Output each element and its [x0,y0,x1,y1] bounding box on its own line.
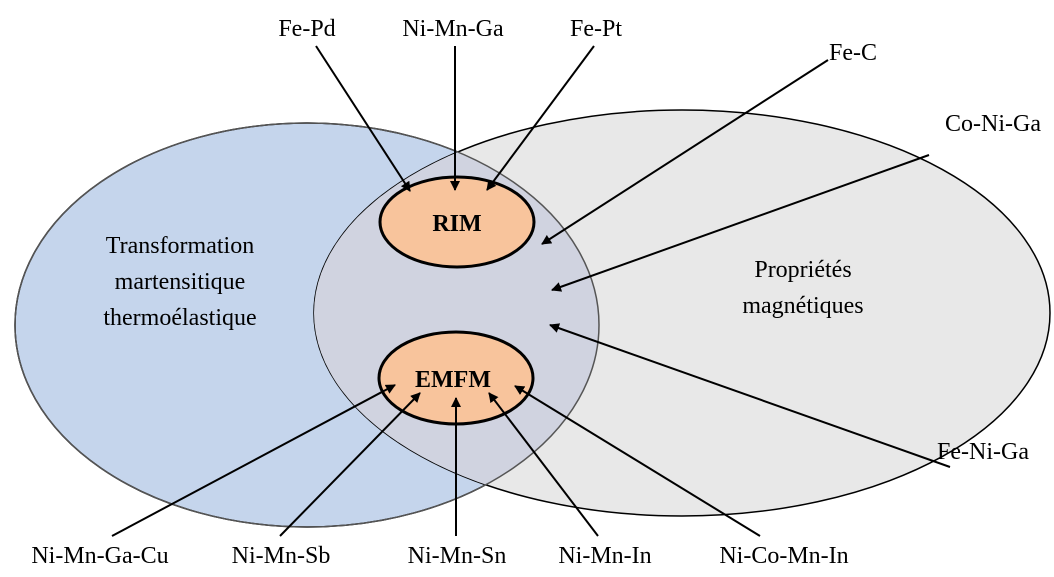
arrow-fe-c [541,59,829,245]
arrow-ni-co-mn-in [514,385,761,537]
arrow-ni-mn-in [488,392,599,537]
arrow-fe-pt [486,45,595,191]
left-set-outline [14,122,600,528]
alloy-fe-ni-ga: Fe-Ni-Ga [937,439,1029,465]
alloy-ni-mn-in: Ni-Mn-In [558,543,651,569]
left-set-label-line3: thermoélastique [103,305,256,331]
arrow-ni-mn-sb [279,392,421,537]
alloy-ni-co-mn-in: Ni-Co-Mn-In [719,543,848,569]
left-set-label-line2: martensitique [115,269,246,295]
left-set-label-line1: Transformation [106,233,254,259]
alloy-fe-pd: Fe-Pd [278,16,335,42]
arrows [111,45,951,537]
alloy-fe-c: Fe-C [829,40,877,66]
rim-ellipse [378,175,536,269]
alloy-ni-mn-sn: Ni-Mn-Sn [408,543,507,569]
arrow-fe-ni-ga [549,323,951,468]
alloy-fe-pt: Fe-Pt [570,16,622,42]
alloy-co-ni-ga: Co-Ni-Ga [945,111,1041,137]
arrow-fe-pd [315,45,411,192]
alloy-ni-mn-ga: Ni-Mn-Ga [402,16,504,42]
alloy-ni-mn-sb: Ni-Mn-Sb [232,543,331,569]
alloy-ni-mn-ga-cu: Ni-Mn-Ga-Cu [31,543,168,569]
arrow-co-ni-ga [551,154,930,292]
rim-label: RIM [432,211,481,237]
emfm-label: EMFM [415,367,491,393]
right-set-label-line2: magnétiques [742,293,863,319]
right-set-label-line1: Propriétés [754,257,851,283]
arrow-ni-mn-ga-cu [111,384,396,537]
